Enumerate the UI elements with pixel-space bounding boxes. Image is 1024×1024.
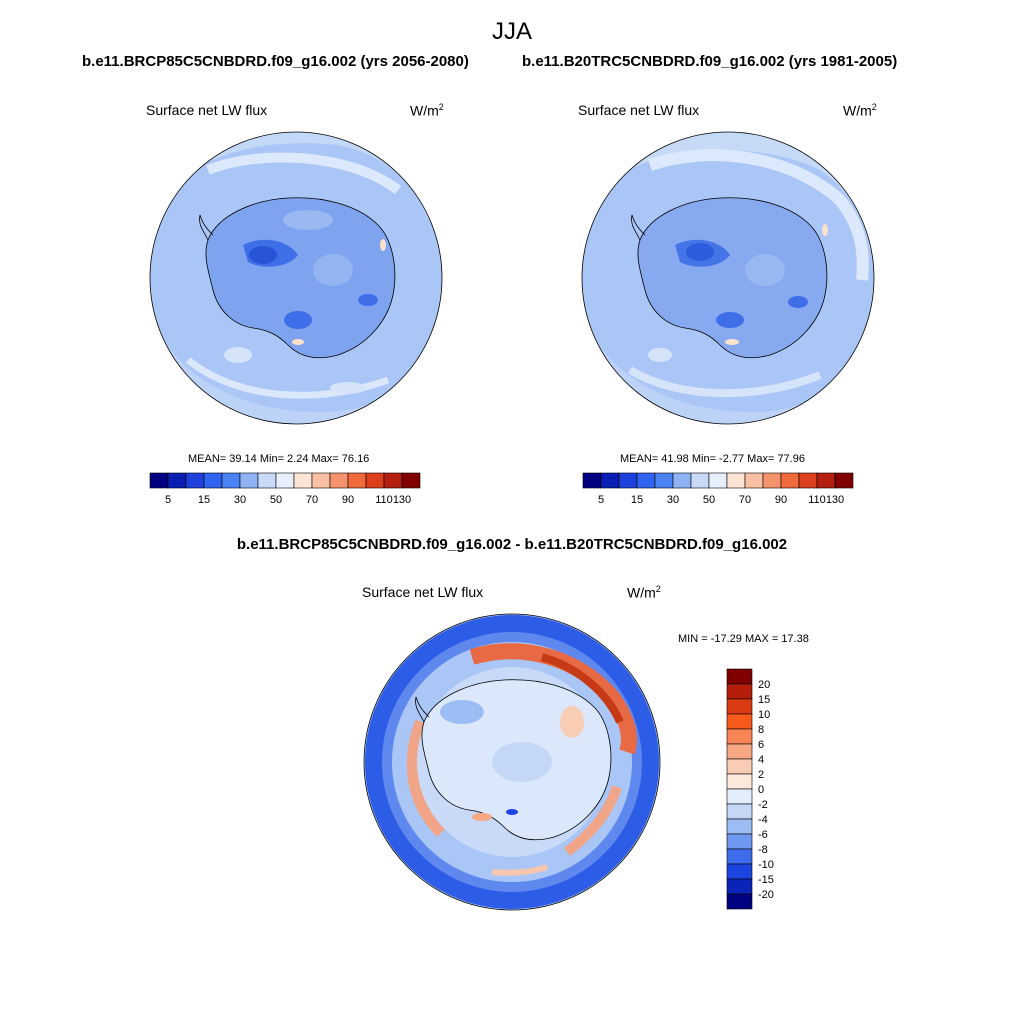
right-colorbar-swatch bbox=[672, 472, 692, 489]
diff-units-label: W/m2 bbox=[627, 584, 661, 601]
diff-colorbar-swatch bbox=[726, 683, 753, 700]
left-case-title: b.e11.BRCP85C5CNBDRD.f09_g16.002 (yrs 20… bbox=[82, 53, 469, 70]
right-colorbar-swatch bbox=[762, 472, 782, 489]
left-colorbar-tick-label: 110 bbox=[375, 494, 393, 506]
diff-colorbar-swatch bbox=[726, 728, 753, 745]
diff-colorbar-tick-label: -6 bbox=[758, 829, 768, 841]
diff-variable-label: Surface net LW flux bbox=[362, 584, 484, 600]
diff-colorbar-swatch bbox=[726, 863, 753, 880]
left-variable-label: Surface net LW flux bbox=[146, 102, 268, 118]
diff-colorbar-tick-label: 6 bbox=[758, 739, 764, 751]
left-colorbar-swatch bbox=[401, 472, 421, 489]
right-colorbar-tick-label: 130 bbox=[826, 494, 844, 506]
right-colorbar-tick-label: 70 bbox=[739, 494, 751, 506]
right-units-label: W/m2 bbox=[843, 102, 877, 119]
right-colorbar-swatch bbox=[654, 472, 674, 489]
right-colorbar-tick-label: 5 bbox=[598, 494, 604, 506]
diff-colorbar-swatch bbox=[726, 698, 753, 715]
diff-colorbar-swatch bbox=[726, 848, 753, 865]
left-colorbar-swatch bbox=[239, 472, 259, 489]
right-colorbar-swatch bbox=[798, 472, 818, 489]
left-colorbar-swatch bbox=[275, 472, 295, 489]
left-colorbar-tick-label: 70 bbox=[306, 494, 318, 506]
right-colorbar-tick-label: 110 bbox=[808, 494, 826, 506]
left-colorbar-tick-label: 30 bbox=[234, 494, 246, 506]
left-colorbar-swatch bbox=[185, 472, 205, 489]
right-variable-label: Surface net LW flux bbox=[578, 102, 700, 118]
diff-colorbar-tick-label: -15 bbox=[758, 874, 774, 886]
left-colorbar-tick-label: 90 bbox=[342, 494, 354, 506]
diff-colorbar-swatch bbox=[726, 893, 753, 910]
right-colorbar: 5 15 30 50 70 90 110 130 bbox=[582, 472, 854, 506]
diff-colorbar-swatch bbox=[726, 803, 753, 820]
left-polar-map bbox=[149, 131, 443, 425]
left-colorbar-swatch bbox=[257, 472, 277, 489]
diff-colorbar-swatch bbox=[726, 878, 753, 895]
diff-colorbar-tick-label: -20 bbox=[758, 889, 774, 901]
right-colorbar-swatch bbox=[816, 472, 836, 489]
left-units-label: W/m2 bbox=[410, 102, 444, 119]
diff-colorbar-swatch bbox=[726, 818, 753, 835]
diff-colorbar-swatch bbox=[726, 743, 753, 760]
left-colorbar-swatch bbox=[365, 472, 385, 489]
right-colorbar-swatch bbox=[726, 472, 746, 489]
left-colorbar-swatch bbox=[293, 472, 313, 489]
diff-polar-map bbox=[363, 613, 661, 911]
right-colorbar-swatch bbox=[708, 472, 728, 489]
diff-colorbar-tick-label: -4 bbox=[758, 814, 768, 826]
right-colorbar-swatch bbox=[582, 472, 602, 489]
left-stats-text: MEAN= 39.14 Min= 2.24 Max= 76.16 bbox=[188, 453, 370, 465]
right-colorbar-swatch bbox=[636, 472, 656, 489]
diff-colorbar-tick-label: 20 bbox=[758, 679, 770, 691]
season-title: JJA bbox=[491, 18, 532, 45]
left-colorbar-tick-label: 50 bbox=[270, 494, 282, 506]
diff-colorbar-swatch bbox=[726, 788, 753, 805]
diff-colorbar-tick-label: 4 bbox=[758, 754, 764, 766]
diff-stats-text: MIN = -17.29 MAX = 17.38 bbox=[678, 633, 809, 645]
right-colorbar-swatch bbox=[744, 472, 764, 489]
right-colorbar-tick-label: 50 bbox=[703, 494, 715, 506]
left-colorbar-swatch bbox=[329, 472, 349, 489]
right-colorbar-tick-label: 90 bbox=[775, 494, 787, 506]
diff-colorbar-swatch bbox=[726, 668, 753, 685]
diff-colorbar-swatch bbox=[726, 713, 753, 730]
left-colorbar-tick-label: 15 bbox=[198, 494, 210, 506]
diff-colorbar-tick-label: 15 bbox=[758, 694, 770, 706]
right-colorbar-swatch bbox=[618, 472, 638, 489]
right-colorbar-swatch bbox=[600, 472, 620, 489]
left-colorbar-swatch bbox=[347, 472, 367, 489]
diff-colorbar-tick-label: 8 bbox=[758, 724, 764, 736]
diff-colorbar-tick-label: 2 bbox=[758, 769, 764, 781]
right-polar-map bbox=[581, 131, 875, 425]
diff-colorbar-tick-label: -10 bbox=[758, 859, 774, 871]
diff-colorbar-tick-label: 10 bbox=[758, 709, 770, 721]
right-colorbar-swatch bbox=[780, 472, 800, 489]
diff-colorbar-tick-label: -2 bbox=[758, 799, 768, 811]
left-colorbar-swatch bbox=[221, 472, 241, 489]
right-stats-text: MEAN= 41.98 Min= -2.77 Max= 77.96 bbox=[620, 453, 805, 465]
right-colorbar-tick-label: 15 bbox=[631, 494, 643, 506]
left-colorbar-swatch bbox=[311, 472, 331, 489]
left-colorbar-swatch bbox=[383, 472, 403, 489]
right-colorbar-tick-label: 30 bbox=[667, 494, 679, 506]
left-colorbar-swatch bbox=[203, 472, 223, 489]
left-colorbar-swatch bbox=[167, 472, 187, 489]
right-colorbar-swatch bbox=[834, 472, 854, 489]
diff-case-title: b.e11.BRCP85C5CNBDRD.f09_g16.002 - b.e11… bbox=[236, 536, 788, 553]
diff-colorbar-swatch bbox=[726, 833, 753, 850]
left-colorbar-tick-label: 5 bbox=[165, 494, 171, 506]
diff-colorbar-tick-label: -8 bbox=[758, 844, 768, 856]
left-colorbar: 5 15 30 50 70 90 110 130 bbox=[149, 472, 421, 506]
left-colorbar-swatch bbox=[149, 472, 169, 489]
right-case-title: b.e11.B20TRC5CNBDRD.f09_g16.002 (yrs 198… bbox=[522, 53, 898, 70]
right-colorbar-swatch bbox=[690, 472, 710, 489]
diff-colorbar-swatch bbox=[726, 773, 753, 790]
diff-colorbar-tick-label: 0 bbox=[758, 784, 764, 796]
left-colorbar-tick-label: 130 bbox=[393, 494, 411, 506]
diff-colorbar-swatch bbox=[726, 758, 753, 775]
